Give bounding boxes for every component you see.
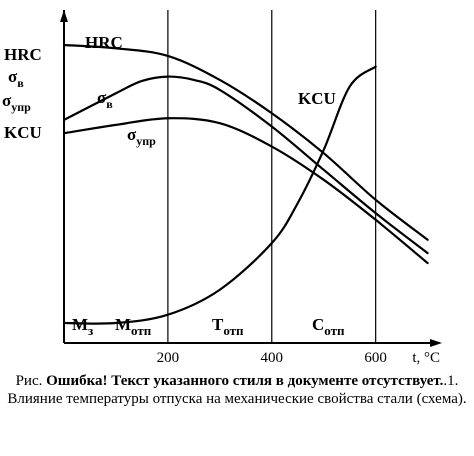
caption-error-text: Ошибка! Текст указанного стиля в докумен… (46, 373, 444, 389)
x-unit-label: t, °C (412, 350, 440, 366)
y-axis-arrow (60, 10, 68, 22)
caption-prefix: Рис. (15, 373, 43, 389)
figure-caption: Рис. Ошибка! Текст указанного стиля в до… (0, 372, 474, 408)
y-label-kcu: KCU (4, 123, 42, 142)
zone-label-0: Mз (72, 315, 93, 338)
zone-dividers (167, 10, 377, 343)
axes: 200 400 600 t, °C (60, 10, 442, 366)
x-tick-label-200: 200 (157, 350, 180, 366)
zone-label-2: Tотп (212, 315, 244, 338)
series-label-hrc: HRC (85, 33, 123, 52)
series-line-sigma-b (62, 75, 429, 255)
y-label-sigma-upr: σупр (2, 91, 31, 114)
chart: 200 400 600 t, °C HRCσвσупрKCUHRCσвσупрKCUM… (2, 10, 442, 366)
x-axis-arrow (430, 339, 442, 347)
series-line-hrc (62, 43, 429, 241)
series-layer (62, 43, 429, 325)
series-label-sigma-b: σв (97, 88, 113, 111)
y-label-hrc: HRC (4, 45, 42, 64)
series-label-kcu: KCU (298, 89, 336, 108)
x-tick-label-600: 600 (364, 350, 387, 366)
series-label-sigma-upr: σупр (127, 125, 156, 148)
series-line-kcu (62, 65, 377, 325)
y-label-sigma-b: σв (8, 67, 24, 90)
caption-suffix: .1. Влияние температуры отпуска на механ… (7, 373, 467, 407)
x-tick-label-400: 400 (261, 350, 284, 366)
series-line-sigma-upr (62, 117, 429, 265)
zone-label-3: Cотп (312, 315, 345, 338)
zone-label-1: Mотп (115, 315, 152, 338)
